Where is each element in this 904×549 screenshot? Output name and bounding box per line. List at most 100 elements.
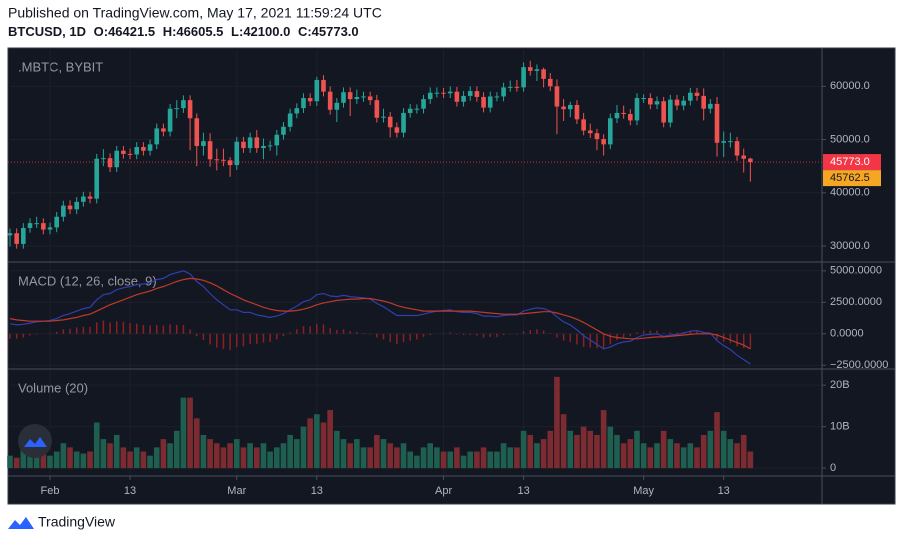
candle-body bbox=[561, 106, 566, 110]
volume-bar bbox=[267, 451, 273, 469]
footer-brand: TradingView bbox=[38, 514, 116, 530]
volume-bar bbox=[240, 447, 247, 469]
volume-bar bbox=[367, 447, 373, 469]
volume-bar bbox=[407, 451, 413, 469]
volume-bar bbox=[347, 443, 353, 469]
candle-body bbox=[341, 92, 346, 103]
x-tick-label: Mar bbox=[227, 485, 246, 497]
candle-body bbox=[7, 233, 13, 236]
volume-bar bbox=[20, 447, 27, 469]
volume-bar bbox=[447, 451, 454, 469]
candle-body bbox=[327, 91, 333, 110]
volume-bar bbox=[27, 451, 33, 469]
volume-bar bbox=[500, 443, 507, 469]
volume-bar bbox=[260, 443, 267, 469]
volume-bar bbox=[93, 422, 100, 469]
volume-bar bbox=[320, 422, 327, 469]
candle-body bbox=[514, 86, 520, 88]
candle-body bbox=[594, 133, 600, 140]
candle-body bbox=[621, 112, 626, 115]
candle-body bbox=[54, 216, 59, 228]
volume-bar bbox=[133, 447, 140, 469]
volume-bar bbox=[227, 443, 233, 469]
candle-body bbox=[614, 112, 620, 119]
candle-body bbox=[181, 100, 186, 109]
candle-body bbox=[387, 116, 393, 128]
volume-bar bbox=[567, 430, 574, 469]
volume-bar bbox=[534, 443, 540, 469]
volume-bar bbox=[680, 447, 687, 469]
candle-body bbox=[294, 108, 300, 114]
volume-bar bbox=[53, 451, 60, 469]
candle-body bbox=[347, 92, 353, 100]
volume-bar bbox=[334, 430, 340, 469]
x-tick-label: 13 bbox=[124, 485, 136, 497]
volume-bar bbox=[560, 414, 567, 469]
volume-bar bbox=[480, 447, 487, 469]
candle-body bbox=[27, 223, 33, 228]
x-tick-label: 13 bbox=[718, 485, 730, 497]
volume-bar bbox=[527, 434, 534, 469]
last-price-badge bbox=[823, 154, 881, 171]
candle-body bbox=[741, 155, 746, 159]
volume-bar bbox=[540, 439, 547, 469]
volume-bar bbox=[734, 443, 740, 469]
chart-frame bbox=[7, 47, 896, 505]
volume-bar bbox=[207, 439, 213, 469]
x-tick-label: 13 bbox=[311, 485, 323, 497]
volume-bar bbox=[87, 451, 93, 469]
y-tick-label: 40000.0 bbox=[830, 187, 870, 199]
volume-bar bbox=[640, 443, 647, 469]
volume-bar bbox=[520, 430, 527, 469]
volume-bar bbox=[474, 451, 480, 469]
volume-bar bbox=[720, 430, 727, 469]
volume-bar bbox=[420, 447, 427, 469]
volume-bar bbox=[180, 397, 187, 469]
candle-body bbox=[441, 92, 446, 94]
volume-bar bbox=[400, 443, 407, 469]
candle-body bbox=[421, 99, 426, 109]
x-tick-label: 13 bbox=[517, 485, 529, 497]
candle-body bbox=[247, 137, 253, 149]
volume-bar bbox=[427, 443, 434, 469]
candle-body bbox=[534, 69, 540, 71]
y-tick-label: 20B bbox=[830, 379, 850, 391]
volume-bar bbox=[287, 434, 293, 469]
volume-bar bbox=[660, 430, 667, 469]
volume-bar bbox=[314, 414, 320, 469]
volume-bar bbox=[233, 439, 240, 469]
candle-body bbox=[121, 150, 126, 154]
volume-bar bbox=[33, 455, 40, 469]
candle-body bbox=[187, 100, 193, 119]
candle-body bbox=[334, 102, 340, 110]
candle-body bbox=[314, 79, 320, 102]
candle-body bbox=[661, 101, 666, 123]
volume-bar bbox=[220, 447, 227, 469]
candle-body bbox=[61, 205, 66, 217]
volume-bar bbox=[467, 451, 474, 469]
volume-bar bbox=[327, 410, 333, 469]
volume-bar bbox=[307, 418, 313, 469]
volume-bar bbox=[634, 430, 640, 469]
candle-body bbox=[394, 127, 400, 133]
candle-body bbox=[481, 96, 486, 108]
candle-body bbox=[174, 108, 180, 110]
x-tick-label: Feb bbox=[41, 485, 60, 497]
volume-bar bbox=[80, 453, 87, 469]
candle-body bbox=[261, 145, 266, 149]
candle-body bbox=[301, 98, 306, 109]
published: Published on TradingView.com, May 17, 20… bbox=[8, 5, 382, 21]
candle-body bbox=[14, 233, 19, 244]
candle-body bbox=[487, 96, 493, 108]
candle-body bbox=[674, 99, 680, 106]
footer-icon bbox=[8, 517, 34, 529]
candle-body bbox=[287, 113, 293, 127]
volume-bar bbox=[460, 455, 467, 469]
volume-bar bbox=[740, 434, 747, 469]
candle-body bbox=[734, 141, 740, 156]
mark-price-label: 45762.5 bbox=[830, 172, 870, 184]
candle-body bbox=[601, 139, 606, 145]
volume-bar bbox=[340, 439, 347, 469]
candle-body bbox=[34, 223, 39, 225]
